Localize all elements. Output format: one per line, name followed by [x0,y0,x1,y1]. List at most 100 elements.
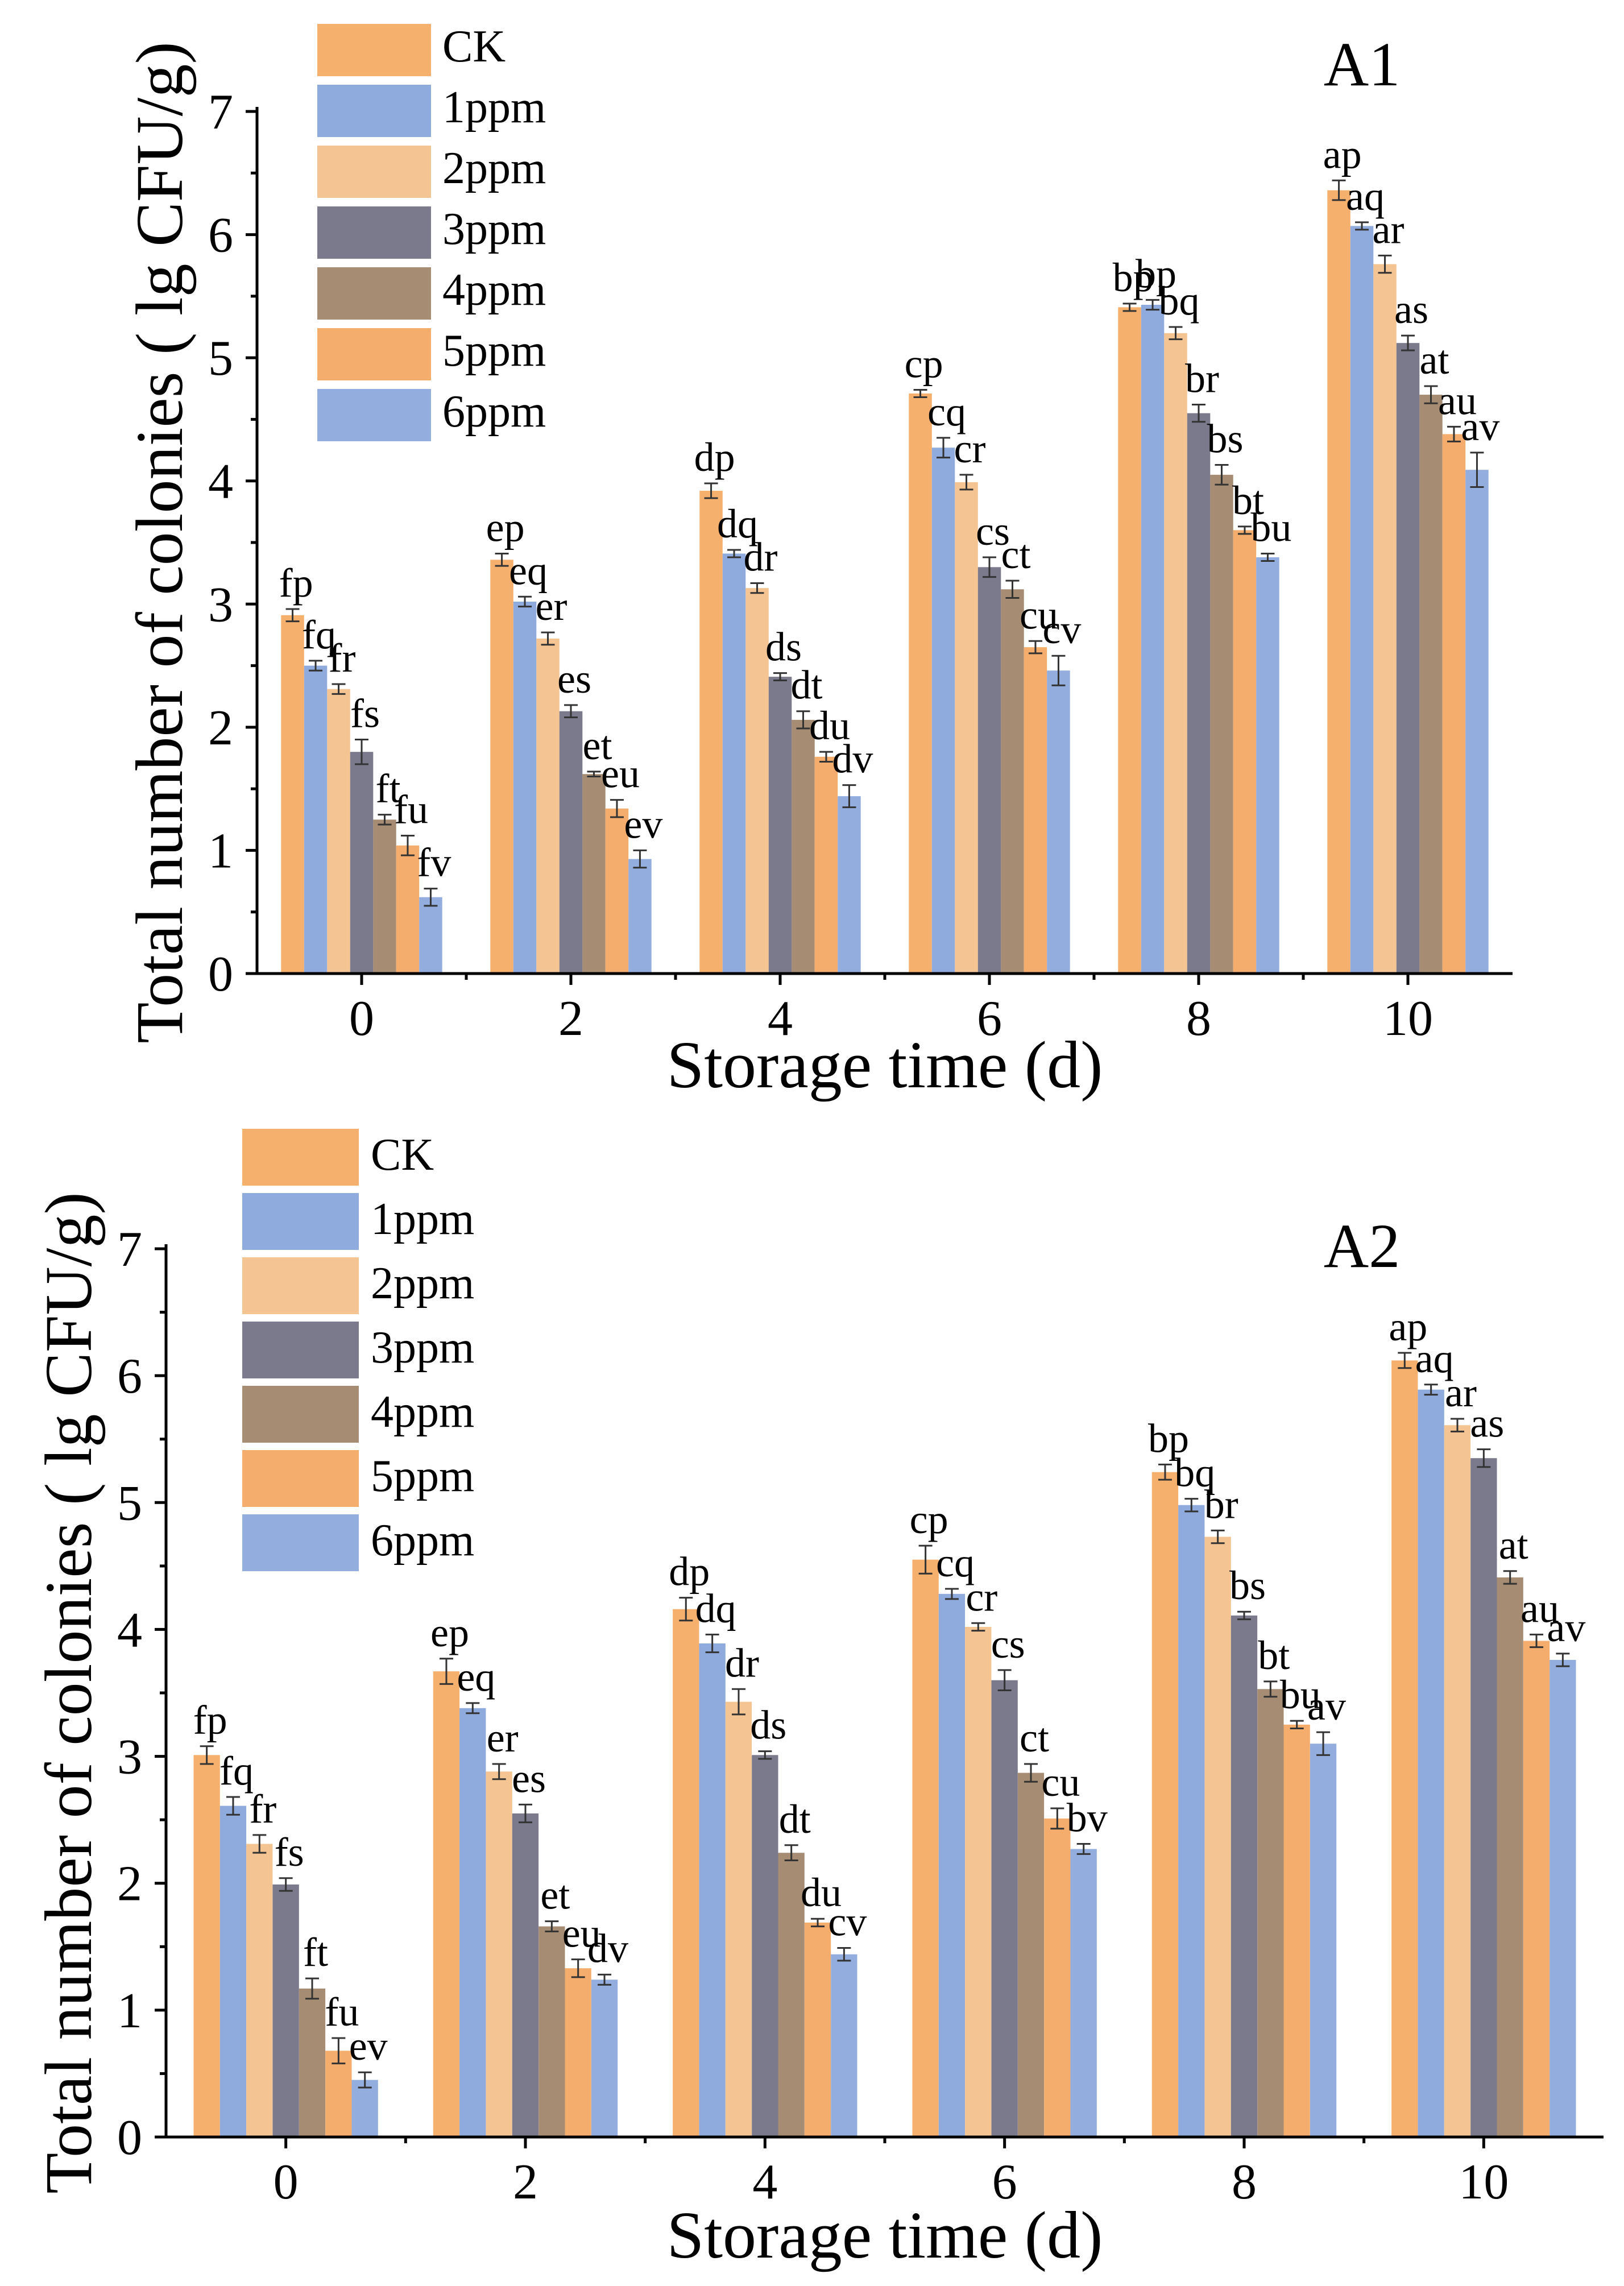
bar [1310,1744,1337,2137]
x-tick-label: 4 [768,991,793,1046]
bar [433,1671,460,2137]
legend-swatch [317,267,431,320]
significance-label: aq [1415,1336,1454,1381]
significance-label: at [1499,1522,1528,1568]
legend-label: 4ppm [371,1387,474,1437]
significance-label: bp [1113,255,1154,300]
significance-label: bt [1258,1633,1290,1678]
significance-label: av [1307,1683,1346,1729]
significance-label: cs [976,508,1010,554]
bar [327,689,350,974]
significance-label: eq [509,548,548,593]
bar [538,1926,565,2137]
significance-label: fs [275,1829,304,1875]
x-tick-label: 6 [992,2155,1017,2210]
bar [838,796,861,974]
bar [1396,343,1420,974]
legend-label: CK [442,22,506,72]
bar [725,1701,752,2137]
significance-label: fs [350,691,380,736]
bar [486,1771,512,2137]
significance-label: bs [1229,1563,1266,1608]
legend-label: 6ppm [371,1515,474,1566]
bar [1024,647,1047,974]
significance-label: ds [765,624,802,670]
bar [1151,1472,1179,2137]
bar [1257,1689,1284,2137]
chart-panel-a2: fp ep dp cp bp ap fq eq dq cq bq aq fr er dr cr br ar fs es… [31,1129,1604,2272]
significance-label: cp [910,1497,948,1542]
bar [1233,530,1257,974]
legend-label: 5ppm [371,1451,474,1501]
significance-label: ar [1445,1370,1477,1415]
legend-swatch [242,1514,359,1571]
significance-label: du [809,703,850,748]
bar [831,1954,857,2137]
significance-label: ft [303,1929,328,1975]
bar [1419,395,1443,974]
legend-swatch [242,1193,359,1250]
bar [1001,589,1024,974]
significance-label: cq [927,389,966,434]
bar [909,393,932,974]
y-tick-label: 6 [117,1349,142,1404]
significance-label: dp [694,434,735,480]
significance-label: ap [1323,131,1362,177]
bar [977,567,1001,974]
legend-swatch [317,146,431,198]
legend-label: 3ppm [371,1323,474,1373]
x-axis-title: Storage time (d) [667,2198,1103,2272]
bar [814,756,838,974]
bar [1210,474,1233,974]
x-tick-label: 10 [1459,2155,1509,2210]
x-tick-label: 8 [1232,2155,1257,2210]
bar [1442,434,1466,974]
bar [1327,190,1350,974]
bar [991,1680,1018,2137]
legend-swatch [317,85,431,137]
significance-label: av [1461,404,1499,449]
x-axis-title: Storage time (d) [667,1028,1103,1102]
significance-label: fp [193,1697,227,1743]
significance-label: dq [695,1585,736,1631]
significance-label: dq [717,501,758,546]
bar [792,719,815,974]
bar [219,1805,247,2137]
significance-label: dt [790,662,822,708]
legend-swatch [242,1450,359,1507]
significance-label: bp [1136,251,1176,296]
bar [582,774,606,974]
y-tick-label: 2 [117,1857,142,1912]
significance-label: ep [430,1610,469,1655]
y-tick-label: 5 [208,331,233,386]
legend-label: 2ppm [442,143,546,193]
y-tick-label: 7 [208,85,233,140]
bar [938,1593,966,2137]
bar [325,2051,352,2137]
y-axis-title: Total number of colonies ( lg CFU/g) [122,42,197,1043]
panel-label: A1 [1324,30,1400,99]
significance-label: eu [562,1911,601,1956]
bar [1523,1641,1550,2137]
bar [912,1559,939,2137]
significance-label: ct [1001,532,1031,577]
bar [513,602,537,974]
significance-label: du [801,1870,842,1915]
significance-label: es [557,656,591,702]
bar [1178,1505,1205,2137]
significance-label: fp [279,560,313,606]
bar [459,1708,486,2137]
legend-swatch [242,1322,359,1378]
significance-label: ep [486,505,525,550]
bar [955,482,978,974]
significance-label: dp [669,1549,710,1595]
significance-label: dv [587,1925,628,1971]
significance-label: et [540,1873,570,1918]
significance-label: ct [1020,1715,1049,1761]
significance-label: cv [1042,607,1081,652]
legend-label: 1ppm [371,1194,474,1244]
significance-label: dr [744,535,778,580]
bar [699,491,723,974]
significance-label: ev [624,801,662,847]
legend-swatch [242,1386,359,1443]
